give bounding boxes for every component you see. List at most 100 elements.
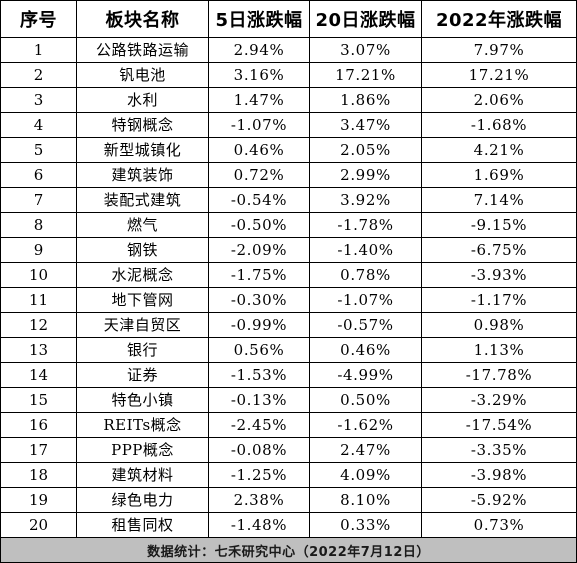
row-index: 11 bbox=[0, 287, 77, 313]
change-2022: -1.68% bbox=[421, 112, 577, 138]
row-index: 19 bbox=[0, 487, 77, 513]
row-index: 3 bbox=[0, 87, 77, 113]
change-5day: -1.25% bbox=[208, 462, 310, 488]
row-index: 10 bbox=[0, 262, 77, 288]
change-2022: -9.15% bbox=[421, 212, 577, 238]
change-5day: -0.99% bbox=[208, 312, 310, 338]
sector-name: 水利 bbox=[76, 87, 209, 113]
change-5day: -1.48% bbox=[208, 512, 310, 538]
change-5day: 2.94% bbox=[208, 37, 310, 63]
change-5day: -0.50% bbox=[208, 212, 310, 238]
change-2022: 2.06% bbox=[421, 87, 577, 113]
sector-name: 钒电池 bbox=[76, 62, 209, 88]
header-sector-name: 板块名称 bbox=[76, 0, 209, 38]
change-5day: -0.13% bbox=[208, 387, 310, 413]
change-5day: 0.56% bbox=[208, 337, 310, 363]
table-row: 11 地下管网 -0.30% -1.07% -1.17% bbox=[0, 287, 577, 313]
change-5day: -0.08% bbox=[208, 437, 310, 463]
sector-name: 水泥概念 bbox=[76, 262, 209, 288]
header-5day-change: 5日涨跌幅 bbox=[208, 0, 310, 38]
change-20day: 0.46% bbox=[309, 337, 422, 363]
sector-name: 特钢概念 bbox=[76, 112, 209, 138]
sector-name: 证券 bbox=[76, 362, 209, 388]
change-2022: -3.35% bbox=[421, 437, 577, 463]
change-20day: 0.78% bbox=[309, 262, 422, 288]
sector-name: 建筑装饰 bbox=[76, 162, 209, 188]
table-row: 9 钢铁 -2.09% -1.40% -6.75% bbox=[0, 237, 577, 263]
row-index: 18 bbox=[0, 462, 77, 488]
change-2022: 1.69% bbox=[421, 162, 577, 188]
table-row: 4 特钢概念 -1.07% 3.47% -1.68% bbox=[0, 112, 577, 138]
change-2022: 0.73% bbox=[421, 512, 577, 538]
table-row: 3 水利 1.47% 1.86% 2.06% bbox=[0, 87, 577, 113]
change-2022: -3.29% bbox=[421, 387, 577, 413]
change-5day: -1.07% bbox=[208, 112, 310, 138]
sector-name: 租售同权 bbox=[76, 512, 209, 538]
change-2022: 0.98% bbox=[421, 312, 577, 338]
change-2022: -17.54% bbox=[421, 412, 577, 438]
table-row: 8 燃气 -0.50% -1.78% -9.15% bbox=[0, 212, 577, 238]
change-20day: 3.47% bbox=[309, 112, 422, 138]
change-5day: -0.54% bbox=[208, 187, 310, 213]
change-20day: 4.09% bbox=[309, 462, 422, 488]
change-20day: 2.05% bbox=[309, 137, 422, 163]
table-row: 13 银行 0.56% 0.46% 1.13% bbox=[0, 337, 577, 363]
change-5day: -2.45% bbox=[208, 412, 310, 438]
table-row: 20 租售同权 -1.48% 0.33% 0.73% bbox=[0, 512, 577, 538]
table-row: 17 PPP概念 -0.08% 2.47% -3.35% bbox=[0, 437, 577, 463]
table-row: 15 特色小镇 -0.13% 0.50% -3.29% bbox=[0, 387, 577, 413]
change-5day: -1.75% bbox=[208, 262, 310, 288]
change-20day: 3.92% bbox=[309, 187, 422, 213]
table-row: 6 建筑装饰 0.72% 2.99% 1.69% bbox=[0, 162, 577, 188]
table-row: 2 钒电池 3.16% 17.21% 17.21% bbox=[0, 62, 577, 88]
sector-name: 钢铁 bbox=[76, 237, 209, 263]
sector-name: 公路铁路运输 bbox=[76, 37, 209, 63]
row-index: 5 bbox=[0, 137, 77, 163]
change-20day: 0.50% bbox=[309, 387, 422, 413]
change-2022: 4.21% bbox=[421, 137, 577, 163]
header-20day-change: 20日涨跌幅 bbox=[309, 0, 422, 38]
sector-name: 建筑材料 bbox=[76, 462, 209, 488]
row-index: 4 bbox=[0, 112, 77, 138]
row-index: 9 bbox=[0, 237, 77, 263]
footer-row: 数据统计：七禾研究中心（2022年7月12日） bbox=[0, 537, 577, 563]
change-5day: 0.72% bbox=[208, 162, 310, 188]
table-row: 19 绿色电力 2.38% 8.10% -5.92% bbox=[0, 487, 577, 513]
row-index: 16 bbox=[0, 412, 77, 438]
row-index: 6 bbox=[0, 162, 77, 188]
change-2022: 17.21% bbox=[421, 62, 577, 88]
change-20day: 8.10% bbox=[309, 487, 422, 513]
change-20day: -4.99% bbox=[309, 362, 422, 388]
sector-name: 新型城镇化 bbox=[76, 137, 209, 163]
change-20day: 0.33% bbox=[309, 512, 422, 538]
change-20day: -1.40% bbox=[309, 237, 422, 263]
change-20day: 3.07% bbox=[309, 37, 422, 63]
change-20day: 2.47% bbox=[309, 437, 422, 463]
change-20day: 17.21% bbox=[309, 62, 422, 88]
change-2022: -1.17% bbox=[421, 287, 577, 313]
table-row: 14 证券 -1.53% -4.99% -17.78% bbox=[0, 362, 577, 388]
row-index: 15 bbox=[0, 387, 77, 413]
change-20day: -1.07% bbox=[309, 287, 422, 313]
change-5day: -2.09% bbox=[208, 237, 310, 263]
sector-name: 燃气 bbox=[76, 212, 209, 238]
table-row: 12 天津自贸区 -0.99% -0.57% 0.98% bbox=[0, 312, 577, 338]
row-index: 14 bbox=[0, 362, 77, 388]
change-2022: -5.92% bbox=[421, 487, 577, 513]
table-row: 5 新型城镇化 0.46% 2.05% 4.21% bbox=[0, 137, 577, 163]
change-2022: 1.13% bbox=[421, 337, 577, 363]
sector-name: REITs概念 bbox=[76, 412, 209, 438]
header-2022-change: 2022年涨跌幅 bbox=[421, 0, 577, 38]
sector-name: PPP概念 bbox=[76, 437, 209, 463]
table-footer: 数据统计：七禾研究中心（2022年7月12日） bbox=[0, 537, 577, 563]
change-5day: 1.47% bbox=[208, 87, 310, 113]
table-row: 18 建筑材料 -1.25% 4.09% -3.98% bbox=[0, 462, 577, 488]
sector-name: 绿色电力 bbox=[76, 487, 209, 513]
header-row: 序号 板块名称 5日涨跌幅 20日涨跌幅 2022年涨跌幅 bbox=[0, 0, 577, 38]
change-5day: -0.30% bbox=[208, 287, 310, 313]
header-index: 序号 bbox=[0, 0, 77, 38]
change-5day: 0.46% bbox=[208, 137, 310, 163]
row-index: 8 bbox=[0, 212, 77, 238]
table-row: 16 REITs概念 -2.45% -1.62% -17.54% bbox=[0, 412, 577, 438]
